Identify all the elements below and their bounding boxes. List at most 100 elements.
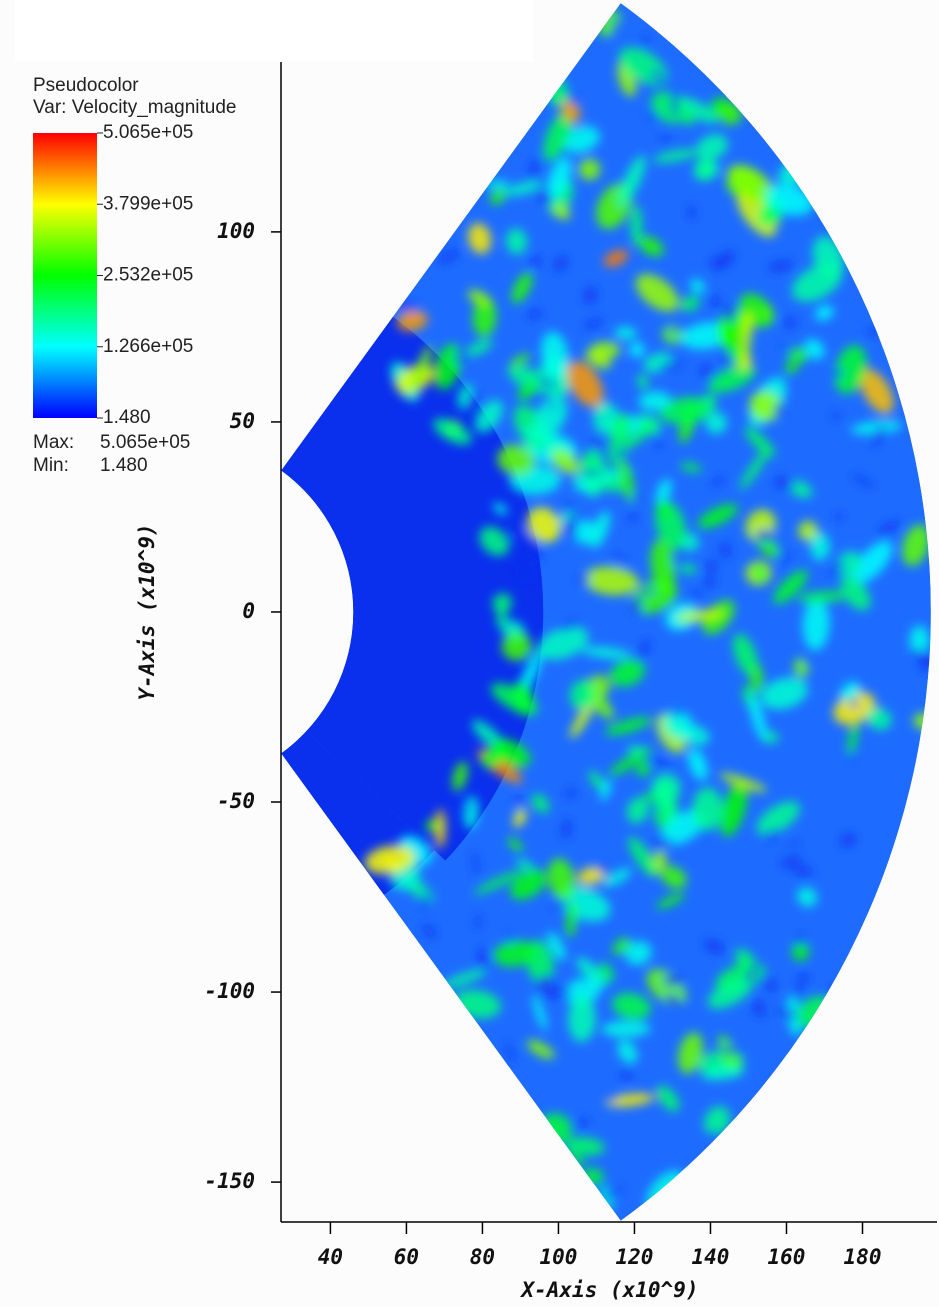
field-blob [569,679,595,710]
field-blob [690,279,706,294]
field-blob [688,748,708,781]
field-blob [612,18,618,37]
field-blob [464,390,480,413]
field-blob [804,658,809,666]
field-blob [707,978,753,1009]
field-blob [664,709,693,739]
field-blob [787,347,808,364]
x-tick-label: 80 [470,1245,495,1269]
y-tick-label: -50 [217,789,255,813]
max-value: 5.065e+05 [100,432,190,453]
field-blob [601,1021,651,1038]
y-tick-label: -150 [204,1169,255,1193]
field-blob [694,157,716,181]
legend-variable: Var: Velocity_magnitude [33,97,237,118]
field-blob [501,632,532,661]
field-blob [566,360,604,408]
field-blob [866,707,892,730]
field-blob [815,305,834,321]
field-blob [628,836,657,877]
y-tick-label: -100 [204,979,255,1003]
field-blob [871,425,885,446]
field-blob [847,721,859,757]
min-value: 1.480 [100,455,148,476]
max-label: Max: [33,432,74,453]
field-blob [561,100,581,123]
field-blob [665,994,683,1006]
field-blob [584,286,597,304]
field-blob [794,866,813,877]
field-blob [671,91,679,117]
field-blob [697,504,738,529]
field-blob [517,381,536,401]
field-blob [779,548,788,565]
field-blob [511,681,534,716]
field-blob [740,310,753,361]
field-blob [610,555,629,567]
field-blob [422,924,437,938]
field-blob [578,574,590,585]
field-blob [708,364,756,393]
field-blob [627,745,645,755]
field-blob [565,789,577,798]
field-blob [614,326,637,340]
field-blob [474,870,522,895]
field-blob [612,992,651,1020]
field-blob [656,893,686,909]
field-blob [578,469,604,476]
field-blob [603,249,629,267]
field-blob [719,773,767,793]
colorbar-tick-label: 2.532e+05 [103,265,193,286]
field-blob [660,136,672,143]
field-blobs [364,9,931,1214]
field-blob [705,412,727,434]
field-blob [703,940,725,953]
field-blob [538,626,589,660]
field-blob [756,801,800,835]
field-blob [795,935,806,946]
field-blob [650,539,676,594]
field-blob [466,339,493,356]
field-blob [478,947,488,971]
field-blob [578,975,587,982]
field-blob [710,294,720,308]
field-blob [678,1032,704,1074]
field-blob [710,257,723,270]
field-blob [554,987,572,997]
colorbar-tick-label: 1.480 [103,407,151,428]
field-blob [661,865,687,889]
field-blob [638,391,672,411]
field-blob [847,753,858,760]
field-blob [600,779,612,802]
field-blob [468,223,492,254]
field-blob [490,188,506,205]
field-blob [768,261,794,272]
field-blob [629,342,645,358]
field-blob [797,590,848,604]
field-blob [662,975,684,987]
field-blob [528,157,540,181]
field-blob [840,681,861,701]
colorbar [33,133,97,418]
field-blob [527,1040,555,1059]
field-blob [541,331,569,378]
field-blob [625,941,652,965]
field-blob [670,709,685,716]
field-blob [637,374,649,390]
field-blob [701,1065,745,1080]
field-blob [562,819,571,839]
field-blob [457,801,471,811]
field-blob [455,351,467,363]
legend-title: Pseudocolor [33,75,139,96]
field-blob [509,525,524,541]
field-blob [595,863,613,876]
field-blob [496,605,507,630]
field-blob [576,1118,588,1129]
field-blob [554,256,568,271]
field-blob [511,272,533,304]
field-blob [784,363,798,374]
field-blob [774,477,795,489]
field-blob [744,427,775,458]
field-blob [656,1085,680,1112]
field-blob [760,307,775,322]
